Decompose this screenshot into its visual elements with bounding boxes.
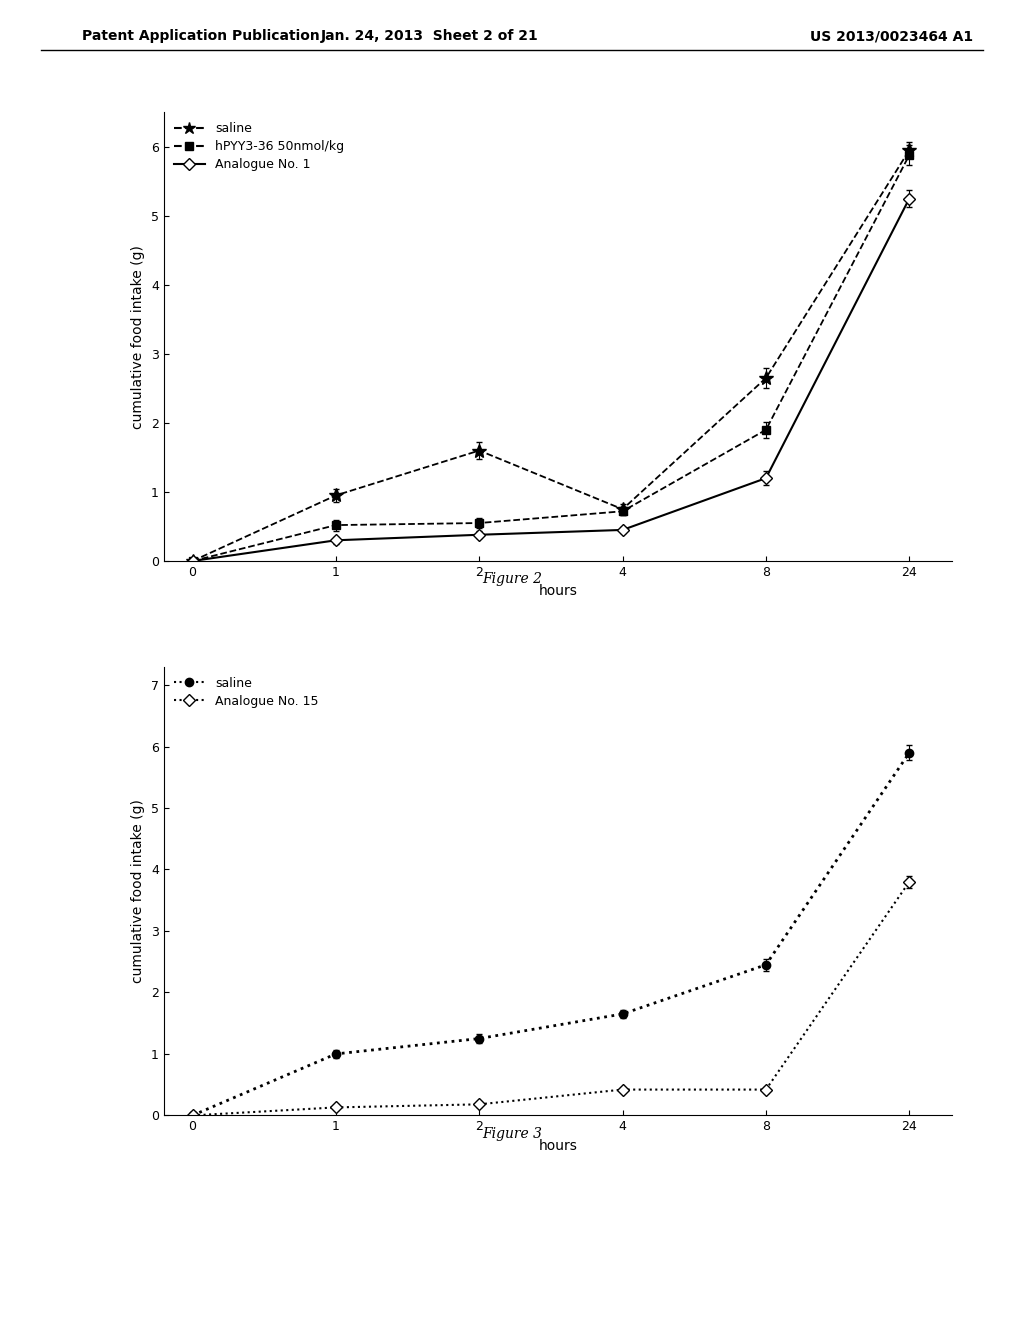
Text: Jan. 24, 2013  Sheet 2 of 21: Jan. 24, 2013 Sheet 2 of 21 xyxy=(322,29,539,44)
Legend: saline, Analogue No. 15: saline, Analogue No. 15 xyxy=(170,673,323,711)
Text: Figure 3: Figure 3 xyxy=(482,1127,542,1140)
Text: US 2013/0023464 A1: US 2013/0023464 A1 xyxy=(810,29,973,44)
Text: Patent Application Publication: Patent Application Publication xyxy=(82,29,319,44)
Y-axis label: cumulative food intake (g): cumulative food intake (g) xyxy=(131,244,145,429)
Text: Figure 2: Figure 2 xyxy=(482,573,542,586)
X-axis label: hours: hours xyxy=(539,1139,578,1152)
Legend: saline, hPYY3-36 50nmol/kg, Analogue No. 1: saline, hPYY3-36 50nmol/kg, Analogue No.… xyxy=(170,119,348,176)
X-axis label: hours: hours xyxy=(539,585,578,598)
Y-axis label: cumulative food intake (g): cumulative food intake (g) xyxy=(131,799,145,983)
